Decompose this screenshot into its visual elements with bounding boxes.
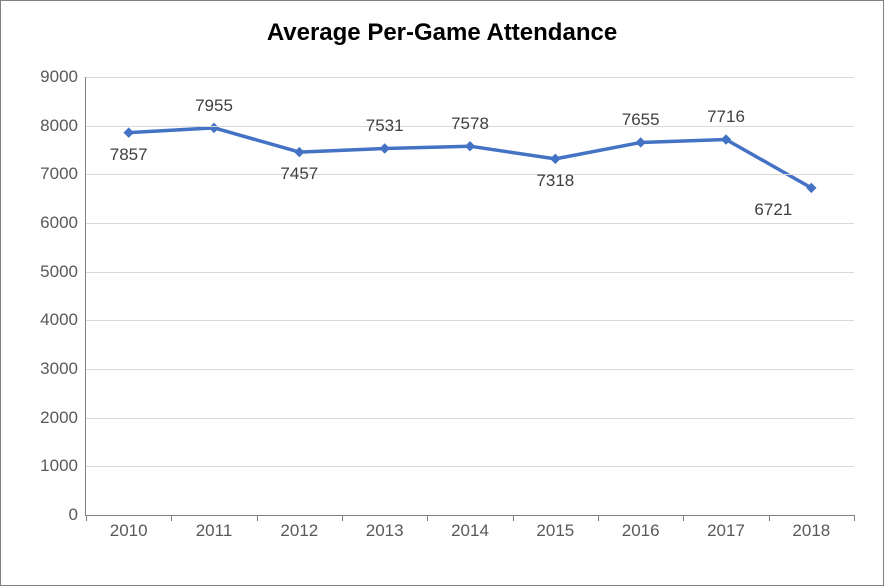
line-series [86, 77, 854, 515]
series-marker [466, 142, 475, 151]
x-axis-tick: 2015 [536, 515, 574, 541]
series-marker [636, 138, 645, 147]
grid-line [86, 77, 854, 78]
x-axis-tick: 2014 [451, 515, 489, 541]
series-marker [551, 154, 560, 163]
chart-title: Average Per-Game Attendance [1, 1, 883, 47]
x-axis-tick: 2011 [196, 515, 233, 541]
grid-line [86, 320, 854, 321]
x-axis-mark [769, 515, 770, 521]
x-axis-mark [427, 515, 428, 521]
plot-area: 0100020003000400050006000700080009000201… [85, 77, 854, 516]
y-axis-tick: 1000 [40, 456, 86, 476]
grid-line [86, 223, 854, 224]
x-axis-mark [342, 515, 343, 521]
data-label: 7457 [280, 164, 318, 184]
series-marker [380, 144, 389, 153]
grid-line [86, 466, 854, 467]
grid-line [86, 369, 854, 370]
x-axis-mark [683, 515, 684, 521]
x-axis-mark [86, 515, 87, 521]
series-marker [295, 148, 304, 157]
y-axis-tick: 9000 [40, 67, 86, 87]
x-axis-tick: 2010 [110, 515, 148, 541]
data-label: 7857 [110, 145, 148, 165]
y-axis-tick: 6000 [40, 213, 86, 233]
x-axis-mark [257, 515, 258, 521]
x-axis-mark [854, 515, 855, 521]
grid-line [86, 272, 854, 273]
data-label: 7955 [195, 96, 233, 116]
series-line [129, 128, 812, 188]
grid-line [86, 174, 854, 175]
series-marker [124, 128, 133, 137]
y-axis-tick: 0 [69, 505, 86, 525]
x-axis-tick: 2013 [366, 515, 404, 541]
x-axis-tick: 2017 [707, 515, 745, 541]
grid-line [86, 418, 854, 419]
x-axis-tick: 2012 [280, 515, 318, 541]
x-axis-mark [171, 515, 172, 521]
x-axis-mark [598, 515, 599, 521]
y-axis-tick: 8000 [40, 116, 86, 136]
data-label: 7531 [366, 116, 404, 136]
x-axis-tick: 2018 [792, 515, 830, 541]
data-label: 7318 [536, 171, 574, 191]
y-axis-tick: 2000 [40, 408, 86, 428]
x-axis-tick: 2016 [622, 515, 660, 541]
x-axis-mark [513, 515, 514, 521]
y-axis-tick: 7000 [40, 164, 86, 184]
chart-frame: Average Per-Game Attendance 010002000300… [0, 0, 884, 586]
y-axis-tick: 5000 [40, 262, 86, 282]
y-axis-tick: 3000 [40, 359, 86, 379]
data-label: 6721 [754, 200, 792, 220]
data-label: 7655 [622, 110, 660, 130]
data-label: 7716 [707, 107, 745, 127]
data-label: 7578 [451, 114, 489, 134]
y-axis-tick: 4000 [40, 310, 86, 330]
